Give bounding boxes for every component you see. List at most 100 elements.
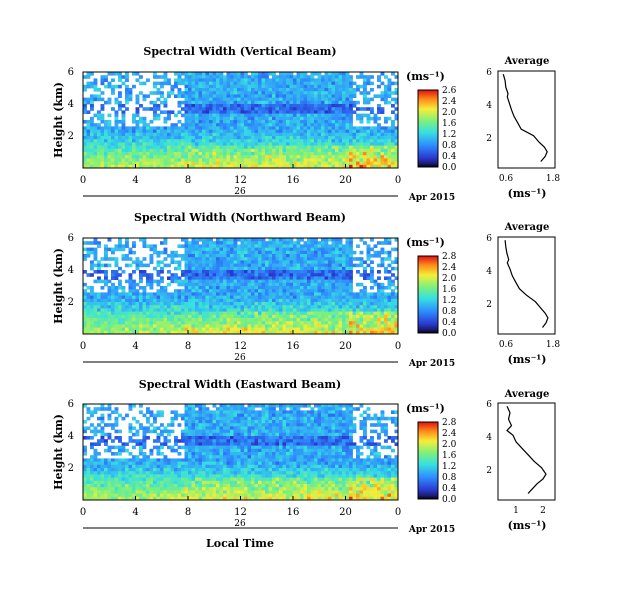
heatmap-cell	[132, 305, 136, 309]
heatmap-cell	[90, 155, 94, 159]
heatmap-cell	[377, 263, 381, 268]
heatmap-cell	[289, 241, 294, 245]
heatmap-cell	[268, 241, 273, 245]
heatmap-cell	[237, 260, 241, 264]
heatmap-cell	[373, 314, 378, 319]
heatmap-cell	[359, 321, 364, 325]
heatmap-cell	[279, 266, 283, 271]
heatmap-cell	[128, 480, 133, 485]
heatmap-cell	[177, 161, 182, 166]
heatmap-cell	[174, 321, 178, 325]
heatmap-cell	[174, 279, 178, 284]
heatmap-cell	[226, 302, 231, 306]
heatmap-cell	[195, 282, 199, 287]
heatmap-cell	[139, 276, 143, 280]
heatmap-cell	[314, 132, 318, 137]
heatmap-cell	[188, 72, 192, 76]
heatmap-cell	[268, 84, 273, 89]
heatmap-cell	[300, 263, 304, 268]
heatmap-cell	[233, 282, 238, 287]
heatmap-cell	[226, 152, 231, 156]
heatmap-cell	[142, 270, 147, 274]
heatmap-cell	[107, 238, 112, 242]
heatmap-cell	[128, 132, 133, 137]
heatmap-cell	[209, 263, 213, 268]
heatmap-cell	[254, 116, 259, 121]
heatmap-cell	[121, 132, 126, 137]
heatmap-cell	[244, 110, 248, 114]
heatmap-cell	[272, 107, 276, 111]
heatmap-cell	[380, 263, 385, 268]
heatmap-cell	[216, 152, 220, 156]
heatmap-cell	[223, 161, 227, 166]
heatmap-cell	[202, 314, 206, 319]
heatmap-cell	[349, 158, 353, 162]
heatmap-cell	[254, 113, 259, 118]
heatmap-cell	[107, 464, 112, 469]
heatmap-cell	[202, 244, 206, 248]
heatmap-cell	[163, 142, 168, 146]
heatmap-cell	[307, 107, 311, 111]
heatmap-cell	[345, 260, 350, 264]
heatmap-cell	[345, 318, 350, 322]
heatmap-cell	[198, 308, 203, 312]
heatmap-cell	[321, 129, 325, 134]
heatmap-cell	[394, 155, 399, 159]
heatmap-cell	[370, 279, 374, 284]
heatmap-cell	[139, 273, 143, 277]
heatmap-cell	[107, 413, 112, 418]
average-title: Average	[504, 56, 550, 67]
heatmap-cell	[342, 155, 346, 159]
heatmap-cell	[335, 139, 339, 143]
heatmap-cell	[342, 257, 346, 261]
heatmap-cell	[205, 136, 210, 140]
heatmap-cell	[107, 161, 112, 166]
heatmap-cell	[331, 260, 336, 264]
heatmap-cell	[156, 321, 161, 325]
heatmap-cell	[104, 244, 108, 248]
heatmap-cell	[139, 158, 143, 162]
heatmap-cell	[146, 139, 150, 143]
heatmap-cell	[282, 292, 287, 296]
heatmap-cell	[240, 123, 245, 127]
heatmap-cell	[247, 279, 252, 284]
heatmap-cell	[328, 132, 332, 137]
heatmap-cell	[93, 161, 98, 166]
heatmap-cell	[258, 263, 262, 268]
heatmap-cell	[114, 260, 119, 264]
heatmap-cell	[191, 289, 196, 293]
heatmap-cell	[212, 110, 217, 114]
heatmap-cell	[321, 302, 325, 306]
heatmap-cell	[258, 75, 262, 79]
heatmap-cell	[352, 292, 357, 296]
heatmap-cell	[310, 152, 315, 156]
heatmap-cell	[118, 241, 122, 245]
heatmap-cell	[244, 254, 248, 258]
heatmap-cell	[237, 244, 241, 248]
heatmap-cell	[167, 318, 171, 322]
heatmap-cell	[142, 132, 147, 137]
heatmap-cell	[345, 250, 350, 255]
heatmap-cell	[307, 238, 311, 242]
heatmap-cell	[132, 308, 136, 312]
heatmap-cell	[174, 126, 178, 130]
heatmap-cell	[363, 330, 367, 335]
heatmap-cell	[286, 100, 290, 105]
heatmap-cell	[160, 260, 164, 264]
heatmap-cell	[300, 132, 304, 137]
heatmap-cell	[128, 136, 133, 140]
heatmap-cell	[237, 311, 241, 316]
heatmap-cell	[387, 152, 392, 156]
heatmap-cell	[156, 250, 161, 255]
heatmap-cell	[251, 321, 255, 325]
heatmap-cell	[160, 308, 164, 312]
heatmap-cell	[188, 139, 192, 143]
heatmap-cell	[86, 158, 91, 162]
heatmap-cell	[289, 254, 294, 258]
heatmap-cell	[195, 314, 199, 319]
heatmap-cell	[198, 158, 203, 162]
heatmap-cell	[198, 94, 203, 98]
heatmap-cell	[286, 330, 290, 335]
heatmap-cell	[261, 266, 266, 271]
heatmap-cell	[342, 116, 346, 121]
